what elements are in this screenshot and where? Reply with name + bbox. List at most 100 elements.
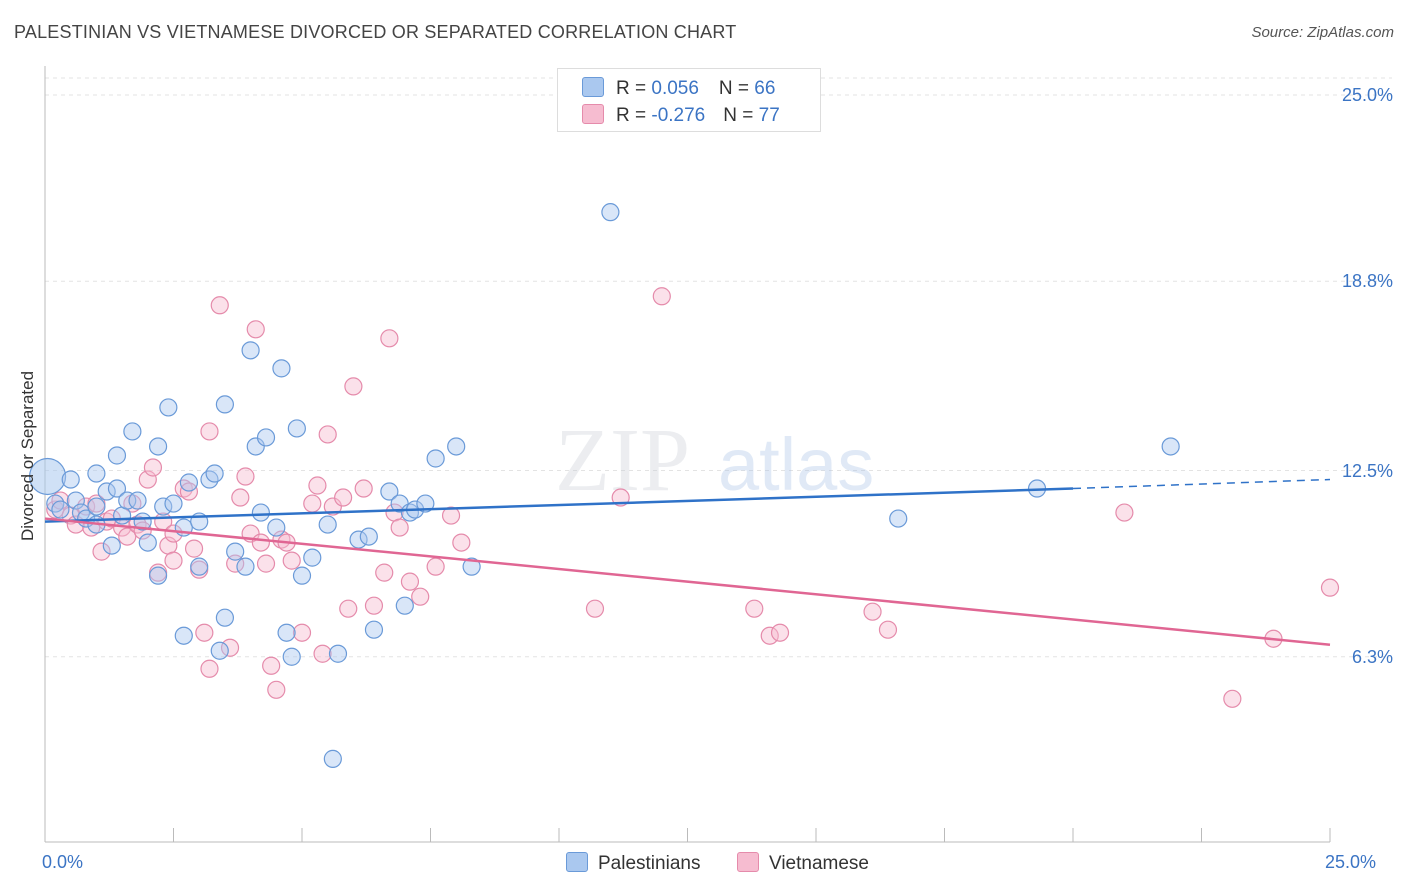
vietnamese-point — [585, 599, 605, 618]
vietnamese-point — [143, 458, 163, 477]
y-tick-label: 25.0% — [1341, 85, 1393, 105]
palestinian-point — [179, 473, 199, 492]
legend-r-value: -0.276 — [651, 105, 706, 126]
vietnamese-point — [354, 479, 373, 498]
palestinian-point — [328, 644, 348, 663]
palestinian-point — [174, 626, 193, 645]
palestinian-point — [251, 503, 270, 522]
palestinian-point — [292, 566, 312, 585]
palestinian-point — [282, 647, 301, 666]
legend-item-palestinians[interactable]: Palestinians — [566, 852, 700, 875]
x-tick-label-min: 0.0% — [42, 852, 84, 872]
y-axis-title: Divorced or Separated — [18, 370, 37, 542]
vietnamese-point — [246, 320, 265, 339]
vietnamese-point — [390, 518, 409, 537]
palestinian-point — [395, 596, 414, 615]
legend-r-label: R = — [616, 105, 652, 126]
vietnamese-point — [200, 659, 219, 678]
palestinian-point — [148, 437, 168, 456]
vietnamese-point — [760, 626, 779, 645]
vietnamese-point — [652, 287, 671, 306]
palestinian-point — [128, 491, 147, 510]
palestinian-point — [66, 491, 85, 510]
palestinian-point — [226, 542, 245, 561]
legend-item-vietnamese[interactable]: Vietnamese — [737, 852, 869, 875]
vietnamese-point — [272, 530, 291, 549]
vietnamese-point — [267, 680, 286, 699]
palestinian-point — [107, 479, 127, 498]
vietnamese-point — [1320, 578, 1340, 597]
vietnamese-point — [878, 620, 898, 639]
trend-lines — [44, 478, 1331, 646]
watermark-zip: ZIP — [555, 411, 690, 510]
palestinian-point — [267, 518, 286, 537]
vietnamese-point — [220, 638, 240, 657]
vietnamese-point — [210, 296, 229, 315]
legend-r-label: R = — [616, 78, 652, 99]
chart-title: PALESTINIAN VS VIETNAMESE DIVORCED OR SE… — [14, 22, 737, 42]
legend-r-value: 0.056 — [651, 78, 699, 99]
source-label: Source: ZipAtlas.com — [1251, 24, 1394, 41]
vietnamese-point — [380, 329, 399, 348]
vietnamese-point — [46, 500, 65, 519]
vietnamese-point — [138, 470, 157, 489]
vietnamese-point — [426, 557, 445, 576]
palestinian-point — [87, 497, 106, 516]
legend-n-value: 77 — [758, 105, 780, 126]
palestinian-point — [159, 398, 178, 417]
vietnamese-point — [231, 488, 250, 507]
legend-n-value: 66 — [754, 78, 776, 99]
palestinian-point — [323, 749, 342, 768]
palestinian-point — [246, 437, 265, 456]
vietnamese-point — [282, 551, 301, 570]
vietnamese-points — [46, 287, 1340, 708]
palestinian-point — [272, 359, 291, 378]
vietnamese-point — [452, 533, 471, 552]
vietnamese-point — [1115, 503, 1134, 522]
palestinian-point — [123, 422, 142, 441]
palestinian-point — [190, 557, 209, 576]
palestinian-point — [601, 203, 620, 222]
palestinian-point — [107, 446, 127, 465]
vietnamese-point — [745, 599, 764, 618]
palestinian-point — [303, 548, 322, 567]
palestinian-point — [462, 557, 481, 576]
legend-swatch-pink — [582, 104, 604, 124]
palestinian-point — [241, 341, 260, 360]
vietnamese-point — [256, 554, 276, 573]
vietnamese-point — [251, 533, 270, 552]
watermark: ZIP atlas — [555, 411, 874, 510]
legend-swatch-pink — [737, 852, 759, 872]
palestinian-point — [154, 497, 173, 516]
palestinian-point — [28, 457, 67, 496]
correlation-legend: R = 0.056 N = 66 R = -0.276 N = 77 — [557, 68, 821, 132]
palestinian-point — [112, 506, 132, 525]
vietnamese-point — [441, 506, 461, 525]
vietnamese-point — [164, 524, 183, 543]
vietnamese-point — [400, 572, 420, 591]
palestinian-point — [210, 641, 229, 660]
vietnamese-point — [323, 497, 342, 516]
palestinian-point — [118, 491, 137, 510]
palestinian-point — [236, 557, 255, 576]
vietnamese-point — [236, 467, 255, 486]
palestinian-point — [87, 464, 106, 483]
vietnamese-point — [770, 623, 790, 642]
legend-swatch-blue — [566, 852, 588, 872]
palestinian-point — [380, 482, 399, 501]
vietnamese-point — [92, 542, 111, 561]
palestinian-point — [416, 494, 435, 513]
vietnamese-point — [334, 488, 353, 507]
palestinian-trend-line — [44, 487, 1074, 523]
palestinian-point — [287, 419, 306, 438]
palestinian-point — [889, 509, 908, 528]
vietnamese-trend-line — [44, 517, 1331, 646]
palestinian-point — [1161, 437, 1180, 456]
legend-label-palestinians: Palestinians — [598, 853, 701, 874]
palestinian-point — [51, 500, 70, 519]
palestinian-point — [164, 494, 183, 513]
vietnamese-point — [200, 422, 219, 441]
palestinian-point — [215, 608, 234, 627]
vietnamese-point — [164, 551, 183, 570]
